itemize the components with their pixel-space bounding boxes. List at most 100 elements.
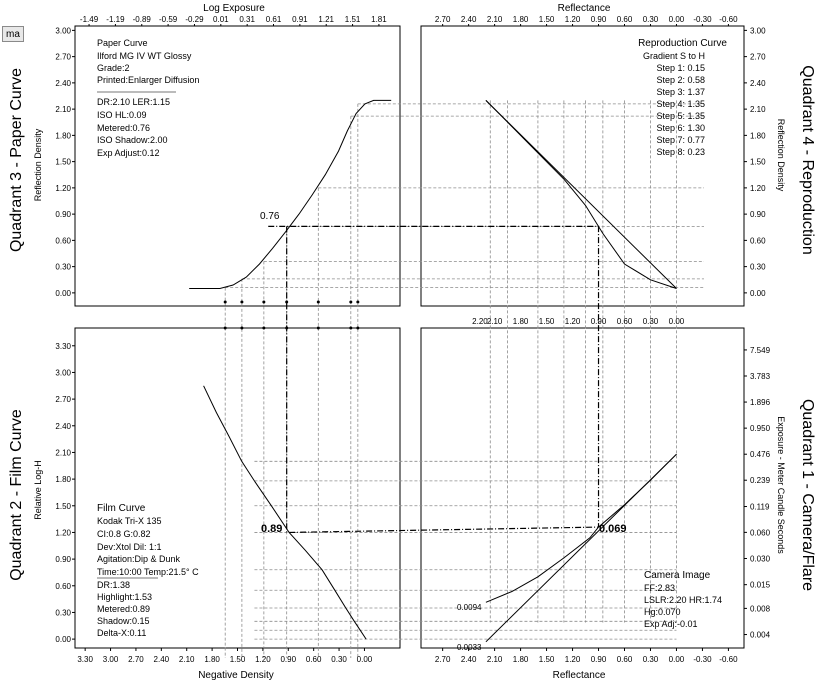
film-info-line: DR:1.38	[97, 580, 130, 590]
q3-x-tick-label: 1.81	[371, 15, 387, 24]
q3-x-tick-label: -0.29	[185, 15, 204, 24]
q3-x-tick-label: 0.01	[213, 15, 229, 24]
q1-y-tick-label: 0.239	[750, 476, 771, 485]
paper-info-line: Grade:2	[97, 63, 130, 73]
q1-y-tick-label: 0.476	[750, 450, 771, 459]
q3-y-tick-label: 0.00	[55, 289, 71, 298]
q4-y-tick-label: 2.10	[750, 105, 766, 114]
q2-x-tick-label: 3.30	[77, 655, 93, 664]
paper-info-line: Ilford MG IV WT Glossy	[97, 51, 192, 61]
q3-guide-marker	[316, 300, 320, 304]
q4-frame	[420, 25, 745, 307]
q3-y-tick-label: 1.80	[55, 131, 71, 140]
q3-y-tick-label: 0.90	[55, 210, 71, 219]
reproduction-info-line: Step 6: 1.30	[656, 123, 705, 133]
q2-series-line	[203, 385, 367, 640]
camera-info-line: Exp Adj:-0.01	[644, 619, 698, 629]
film-info-line: Kodak Tri-X 135	[97, 516, 162, 526]
q4-y-tick-label: 1.50	[750, 158, 766, 167]
q4-x-tick-label: 2.10	[487, 15, 503, 24]
q1-x-tick-label: 2.70	[435, 655, 451, 664]
film-info-line: Time:10:00 Temp:21.5° C	[97, 567, 199, 577]
q2-x-tick-label: 0.60	[306, 655, 322, 664]
q4-x-axis-label: Reflectance	[558, 3, 611, 14]
q4-x-tick-label: 0.60	[617, 15, 633, 24]
q1-x-tick-label: 2.40	[461, 655, 477, 664]
q1-top-tick-label: 0.30	[643, 317, 659, 326]
q4-title: Quadrant 4 - Reproduction	[799, 65, 816, 254]
q4-y-tick-label: 1.20	[750, 184, 766, 193]
q2-y-tick-label: 2.70	[55, 395, 71, 404]
q3-guide-marker	[240, 300, 244, 304]
q3-guide-marker	[223, 300, 227, 304]
q2-x-tick-label: 2.10	[179, 655, 195, 664]
q4-x-tick-label: 1.80	[513, 15, 529, 24]
q1-y-tick-label: 0.950	[750, 424, 771, 433]
q1-top-tick-label: 0.90	[591, 317, 607, 326]
camera-info-line: Camera Image	[644, 570, 711, 581]
q3-x-tick-label: -1.49	[80, 15, 99, 24]
q2-y-tick-label: 0.30	[55, 608, 71, 617]
q3-x-tick-label: 0.61	[266, 15, 282, 24]
q2-y-tick-label: 3.30	[55, 342, 71, 351]
reproduction-info-line: Step 2: 0.58	[656, 75, 705, 85]
metered-path-lower	[289, 526, 599, 534]
q1-x-tick-label: -0.30	[693, 655, 712, 664]
q4-x-tick-label: 0.00	[669, 15, 685, 24]
q4-x-tick-label: 0.90	[591, 15, 607, 24]
film-info-line: Metered:0.89	[97, 604, 150, 614]
q1-y-tick-label: 7.549	[750, 346, 771, 355]
reproduction-info-line: Step 3: 1.37	[656, 87, 705, 97]
q4-x-tick-label: 1.20	[565, 15, 581, 24]
q4-x-tick-label: 2.40	[461, 15, 477, 24]
q2-x-tick-label: 2.70	[128, 655, 144, 664]
q1-top-tick-label: 1.20	[565, 317, 581, 326]
toolbar-button[interactable]: ma	[2, 26, 24, 42]
q3-y-tick-label: 2.70	[55, 53, 71, 62]
flare-low-label: 0.0094	[457, 603, 482, 612]
paper-info-line: Printed:Enlarger Diffusion	[97, 75, 199, 85]
q1-y-tick-label: 0.030	[750, 555, 771, 564]
q3-x-tick-label: 1.51	[345, 15, 361, 24]
reproduction-info-line: Reproduction Curve	[638, 38, 727, 49]
film-metered-label: 0.89	[261, 523, 282, 535]
q1-x-tick-label: 0.60	[617, 655, 633, 664]
q1-top-tick-label: 1.80	[513, 317, 529, 326]
film-info: Film Curve Kodak Tri-X 135 CI:0.8 G:0.82…	[97, 503, 199, 638]
q1-y-tick-label: 1.896	[750, 398, 771, 407]
paper-info-line: Metered:0.76	[97, 123, 150, 133]
flare-min-label: 0.0033	[457, 643, 482, 652]
q1-x-tick-label: 0.00	[669, 655, 685, 664]
q2-guide-marker	[349, 326, 353, 330]
q2-y-tick-label: 1.20	[55, 528, 71, 537]
q2-y-tick-label: 1.80	[55, 475, 71, 484]
q2-y-tick-label: 3.00	[55, 368, 71, 377]
film-info-line: Shadow:0.15	[97, 616, 150, 626]
q3-y-tick-label: 0.60	[55, 236, 71, 245]
q2-x-tick-label: 1.20	[255, 655, 271, 664]
q1-x-axis-label: Reflectance	[553, 670, 606, 681]
q2-x-tick-label: 0.90	[280, 655, 296, 664]
paper-info: Paper Curve Ilford MG IV WT Glossy Grade…	[97, 38, 199, 158]
q4-y-tick-label: 0.30	[750, 263, 766, 272]
q3-y-tick-label: 0.30	[55, 263, 71, 272]
reproduction-info: Reproduction Curve Gradient S to H Step …	[638, 38, 727, 157]
q2-guide-marker	[356, 326, 360, 330]
q3-x-tick-label: 1.21	[318, 15, 334, 24]
q3-guide-marker	[356, 300, 360, 304]
q4-series-line	[485, 100, 677, 289]
film-info-line: Dev:Xtol Dil: 1:1	[97, 542, 162, 552]
q1-y-tick-label: 3.783	[750, 372, 771, 381]
q3-y-axis-label: Reflection Density	[33, 128, 43, 201]
q2-guide-marker	[240, 326, 244, 330]
q1-frame	[420, 327, 745, 649]
q1-y-tick-label: 0.119	[750, 503, 770, 512]
q3-guide-marker	[262, 300, 266, 304]
reproduction-info-line: Step 4: 1.35	[656, 99, 705, 109]
q1-y-tick-label: 0.004	[750, 631, 771, 640]
q4-x-tick-label: -0.30	[693, 15, 712, 24]
reproduction-info-line: Step 7: 0.77	[656, 135, 705, 145]
q2-guide-marker	[223, 326, 227, 330]
q2-y-tick-label: 0.90	[55, 555, 71, 564]
